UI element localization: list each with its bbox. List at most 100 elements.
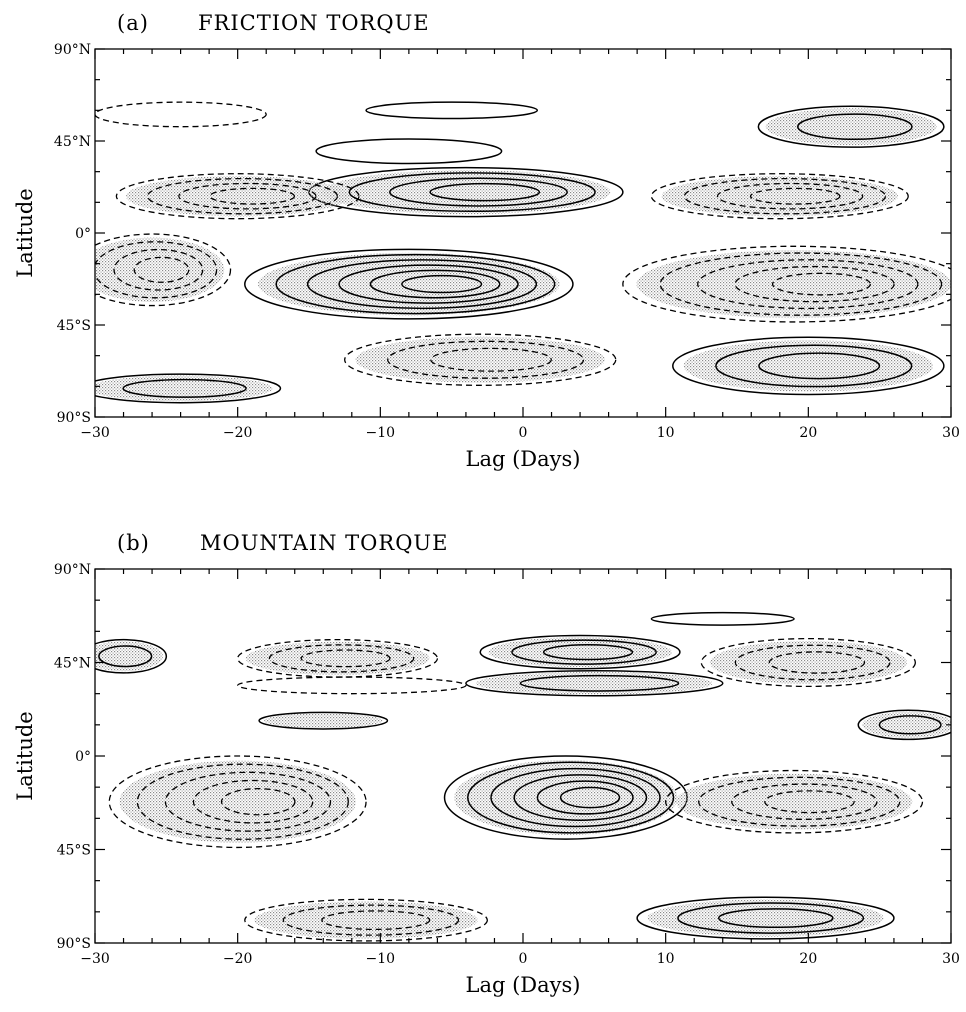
contour-line <box>122 378 247 398</box>
x-tick-label: −10 <box>366 951 396 967</box>
x-tick-label: −10 <box>366 425 396 441</box>
x-tick-label: 30 <box>942 951 960 967</box>
contour-line <box>716 182 864 210</box>
contour-line <box>220 788 296 816</box>
contour-positive-3 <box>757 105 945 148</box>
y-tick-label: 90°S <box>57 410 91 426</box>
contour-line <box>369 269 501 299</box>
contour-line <box>244 248 574 320</box>
contour-negative-11 <box>700 637 916 688</box>
contour-positive-5 <box>857 709 951 741</box>
contour-line <box>797 113 913 141</box>
contour-line <box>490 767 661 828</box>
chart-title: MOUNTAIN TORQUE <box>200 531 448 555</box>
contour-line <box>430 347 552 372</box>
contour-line <box>650 173 909 220</box>
x-tick-label: −20 <box>223 951 253 967</box>
contour-positive-4 <box>365 101 539 120</box>
contour-positive-4 <box>636 896 895 940</box>
plot-area <box>95 101 951 404</box>
contour-line <box>268 644 415 673</box>
contour-positive-6 <box>95 373 282 404</box>
shaded-region <box>264 713 383 729</box>
contour-positive-6 <box>95 638 168 674</box>
plot-frame <box>94 568 952 944</box>
contour-line <box>878 715 942 735</box>
contour-line <box>95 241 218 299</box>
shaded-region <box>675 773 913 830</box>
contour-line <box>636 896 895 940</box>
shaded-region <box>355 336 605 383</box>
chart-title: FRICTION TORQUE <box>198 11 430 35</box>
shaded-region <box>321 170 611 215</box>
contour-line <box>133 256 190 283</box>
contour-line <box>665 769 924 834</box>
x-tick-label: 10 <box>657 951 675 967</box>
x-axis-label: Lag (Days) <box>466 973 581 997</box>
panel-label: (a) <box>117 11 149 35</box>
contour-line <box>758 352 881 380</box>
contour-line <box>771 272 872 296</box>
contour-line <box>429 182 541 202</box>
contour-line <box>136 763 349 840</box>
contour-positive-7 <box>650 611 795 626</box>
contour-line <box>387 340 585 379</box>
contour-positive-0 <box>443 755 688 840</box>
contour-line <box>542 643 634 661</box>
contour-positive-3 <box>258 711 389 730</box>
shaded-region <box>95 237 225 302</box>
y-tick-label: 90°N <box>54 562 91 578</box>
contour-line <box>465 670 724 697</box>
contour-line <box>306 259 538 310</box>
y-tick-label: 45°N <box>54 134 91 150</box>
shaded-region <box>257 252 560 316</box>
plot-area <box>95 611 951 942</box>
y-axis-label: Latitude <box>13 188 37 277</box>
contour-negative-8 <box>650 173 909 220</box>
shaded-region <box>245 641 430 676</box>
contour-line <box>365 101 539 120</box>
y-tick-label: 0° <box>75 749 91 765</box>
x-tick-label: 0 <box>519 425 528 441</box>
contour-line <box>315 138 503 165</box>
shaded-region <box>95 641 163 672</box>
shaded-region <box>126 175 350 217</box>
shaded-region <box>683 340 934 392</box>
contour-positive-1 <box>479 634 681 670</box>
y-tick-label: 45°N <box>54 656 91 672</box>
y-tick-label: 0° <box>75 226 91 242</box>
contour-line <box>164 771 332 832</box>
contour-positive-2 <box>465 670 724 697</box>
contour-line <box>192 779 314 824</box>
contour-negative-9 <box>237 638 439 678</box>
contour-line <box>282 904 460 936</box>
contour-line <box>764 790 855 814</box>
contour-negative-12 <box>95 101 267 128</box>
contour-line <box>344 333 617 386</box>
contour-negative-12 <box>244 898 488 942</box>
x-tick-label: −30 <box>80 951 110 967</box>
x-tick-label: 20 <box>799 951 817 967</box>
contour-line <box>467 761 675 834</box>
contour-line <box>734 265 895 303</box>
contour-line <box>115 173 360 220</box>
shaded-region <box>709 640 907 685</box>
panel-label: (b) <box>117 531 150 555</box>
contour-line <box>321 910 431 931</box>
contour-line <box>237 676 467 695</box>
contour-line <box>715 344 913 388</box>
contour-line <box>178 182 317 210</box>
contour-line <box>513 774 648 821</box>
contour-line <box>108 755 367 849</box>
x-tick-label: 10 <box>657 425 675 441</box>
shaded-region <box>254 901 478 939</box>
contour-line <box>768 651 866 674</box>
contour-negative-10 <box>622 245 951 323</box>
contour-line <box>622 245 951 323</box>
y-tick-label: 45°S <box>57 843 91 859</box>
contour-line <box>95 233 232 307</box>
contour-line <box>389 177 568 207</box>
contour-line <box>734 644 891 681</box>
contour-line <box>857 709 951 741</box>
contour-line <box>244 898 488 942</box>
